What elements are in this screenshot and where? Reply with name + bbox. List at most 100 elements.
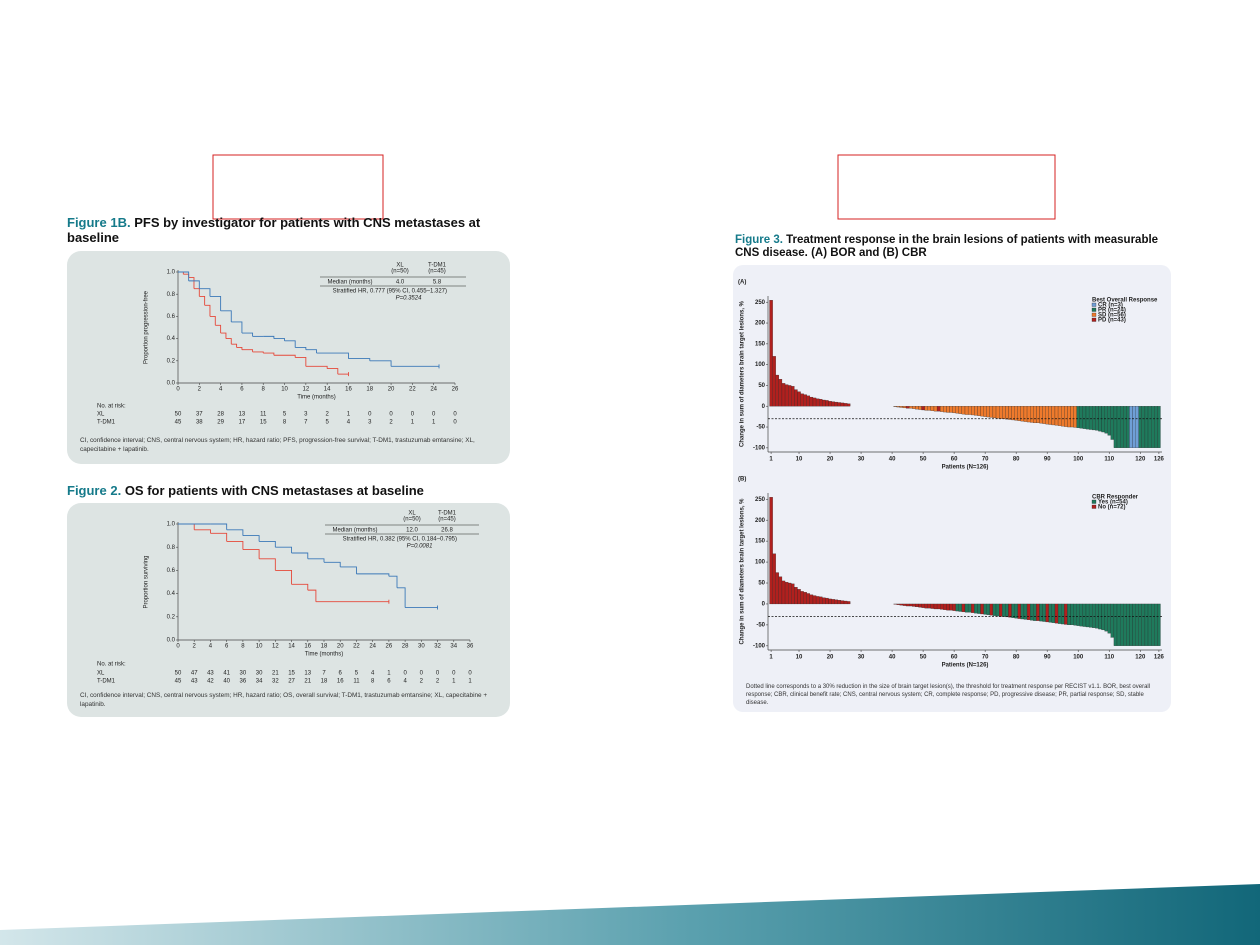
bar — [1005, 603, 1009, 618]
bar — [986, 406, 990, 418]
km-step — [327, 368, 339, 375]
bar — [794, 389, 798, 407]
km-step — [263, 335, 275, 339]
x-tick-label: 20 — [388, 387, 395, 393]
bar — [846, 403, 851, 407]
risk-count: 40 — [223, 679, 230, 685]
bar — [905, 603, 910, 607]
median-value: 5.8 — [433, 280, 442, 286]
x-tick-label: 110 — [1104, 457, 1114, 463]
risk-count: 29 — [217, 420, 224, 426]
bar — [971, 603, 975, 613]
legend-swatch — [1091, 302, 1097, 307]
risk-count: 11 — [260, 412, 267, 418]
bar — [781, 580, 786, 605]
y-tick-label: -50 — [756, 425, 765, 431]
risk-count: 13 — [304, 671, 311, 677]
x-tick-label: 50 — [920, 655, 927, 661]
bar — [1082, 603, 1087, 627]
y-tick-label: 200 — [755, 321, 766, 327]
risk-count: 4 — [347, 420, 351, 426]
bar — [986, 603, 990, 615]
bar — [1092, 406, 1096, 431]
risk-series-label: XL — [97, 412, 105, 418]
km-step — [397, 587, 406, 608]
bar — [967, 603, 972, 613]
bar — [964, 603, 969, 613]
km-step — [291, 552, 309, 559]
bar — [769, 497, 773, 605]
bar — [961, 406, 966, 415]
bar — [778, 379, 783, 407]
y-tick-label: 250 — [755, 300, 766, 306]
x-tick-label: 1 — [769, 457, 773, 463]
bar — [1119, 406, 1124, 448]
bar — [940, 406, 944, 412]
km-step — [295, 347, 307, 350]
risk-count: 47 — [191, 671, 198, 677]
bar — [1051, 603, 1056, 623]
x-tick-label: 30 — [858, 655, 865, 661]
x-tick-label: 16 — [345, 387, 352, 393]
bar — [958, 406, 963, 414]
x-tick-label: 2 — [193, 644, 197, 650]
x-tick-label: 18 — [366, 387, 373, 393]
bar — [955, 406, 959, 414]
km-step — [259, 558, 276, 571]
legend-n: (n=45) — [428, 269, 446, 275]
risk-count: 43 — [191, 679, 198, 685]
bar — [1157, 406, 1161, 448]
bar — [1119, 603, 1124, 646]
km-step — [273, 338, 285, 341]
y-tick-label: 0.8 — [167, 545, 176, 551]
x-tick-label: 22 — [353, 644, 360, 650]
y-tick-label: 0.0 — [167, 638, 176, 644]
bar — [1036, 603, 1040, 621]
risk-count: 0 — [453, 420, 457, 426]
x-tick-label: 4 — [209, 644, 213, 650]
x-axis-label: Time (months) — [297, 395, 335, 401]
y-tick-label: 0 — [762, 602, 766, 608]
y-tick-label: 1.0 — [167, 270, 176, 276]
risk-count: 2 — [389, 420, 393, 426]
bar — [989, 406, 994, 418]
bar — [936, 406, 941, 412]
risk-count: 50 — [175, 412, 182, 418]
bar — [902, 603, 907, 606]
km-step — [236, 347, 243, 350]
legend-label: XL — [396, 263, 404, 269]
risk-count: 0 — [403, 671, 407, 677]
risk-count: 1 — [432, 420, 436, 426]
risk-count: 37 — [196, 412, 203, 418]
bar — [812, 595, 817, 605]
y-tick-label: 50 — [758, 581, 765, 587]
bar — [788, 385, 792, 407]
risk-count: 45 — [175, 679, 182, 685]
figure-title: Treatment response in the brain lesions … — [735, 234, 1159, 260]
risk-count: 0 — [368, 412, 372, 418]
bar — [930, 406, 935, 411]
km-step — [291, 583, 309, 591]
footnote: Dotted line corresponds to a 30% reducti… — [746, 684, 1151, 707]
bar — [927, 406, 931, 411]
x-tick-label: 4 — [219, 387, 223, 393]
km-step — [324, 561, 341, 567]
bar — [1014, 406, 1018, 421]
bar — [1064, 603, 1068, 625]
bar — [1085, 406, 1090, 430]
legend-title: Best Overall Response — [1092, 298, 1158, 304]
risk-count: 2 — [420, 679, 424, 685]
km-step — [210, 532, 228, 542]
x-tick-label: 50 — [920, 457, 927, 463]
risk-count: 1 — [468, 679, 472, 685]
bar — [1054, 603, 1059, 624]
bar — [1107, 603, 1111, 634]
bar — [1126, 603, 1130, 646]
bar — [964, 406, 969, 415]
risk-count: 15 — [260, 420, 267, 426]
legend-label: PD (n=43) — [1098, 318, 1126, 324]
x-tick-label: 126 — [1154, 655, 1165, 661]
km-step — [259, 540, 276, 548]
bar — [921, 406, 925, 411]
bar — [1023, 603, 1028, 620]
